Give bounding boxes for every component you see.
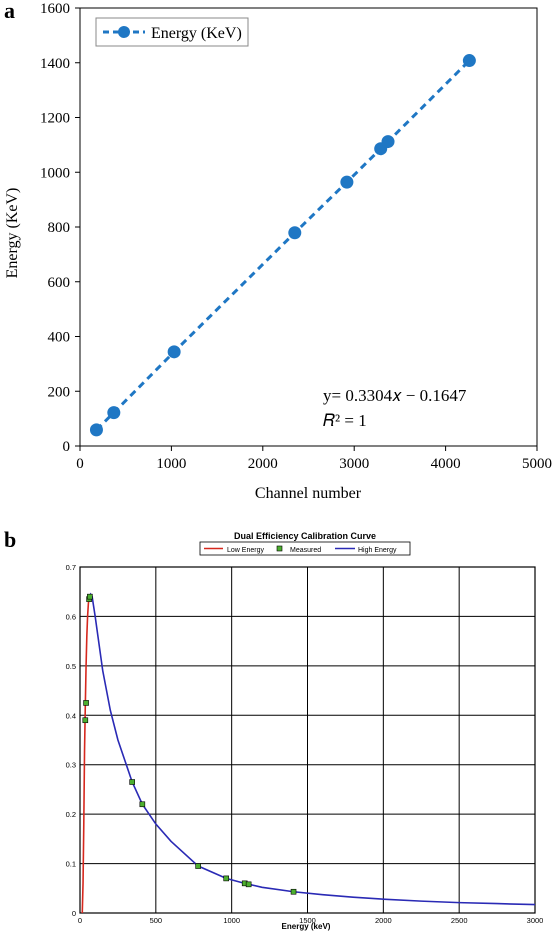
chart-a-data-point — [167, 345, 181, 359]
chart-b-y-tick-label: 0.6 — [66, 612, 76, 621]
chart-b-series — [81, 592, 536, 914]
chart-a-x-tick-label: 4000 — [431, 456, 461, 472]
chart-a-frame — [79, 7, 538, 447]
chart-b-measured-point — [82, 717, 89, 724]
chart-a-x-axis-label: Channel number — [255, 485, 362, 502]
chart-a-y-tick-label: 800 — [48, 220, 71, 236]
chart-b-x-tick-label: 1500 — [299, 916, 316, 925]
chart-b-title: Dual Efficiency Calibration Curve — [234, 531, 376, 541]
chart-b-x-tick-label: 2000 — [375, 916, 392, 925]
chart-a-ticks: 0 1000 2000 3000 4000 5000 0 200 400 600 800 1000 12… — [40, 1, 552, 472]
panel-label-a: a — [4, 0, 15, 23]
chart-b-legend-low-label: Low Energy — [227, 547, 264, 554]
chart-a-y-tick-label: 1400 — [40, 56, 70, 72]
chart-a-y-tick-label: 400 — [48, 330, 71, 346]
chart-a-data-point — [340, 175, 354, 189]
chart-b-y-tick-label: 0.5 — [66, 662, 76, 671]
chart-b-y-tick-label: 0 — [72, 909, 76, 918]
chart-a-y-tick-label: 200 — [48, 384, 71, 400]
chart-a-data-point — [89, 423, 103, 437]
chart-a-axes — [79, 7, 538, 447]
chart-b-legend: Low Energy Measured High Energy — [199, 541, 411, 556]
chart-a-legend-label: Energy (KeV) — [151, 25, 242, 42]
chart-b-measured-point — [223, 875, 230, 882]
chart-a-y-tick-label: 1000 — [40, 165, 70, 181]
chart-b-measured-point — [129, 779, 135, 785]
chart-b-y-tick-label: 0.2 — [66, 810, 76, 819]
chart-a-x-tick-label: 0 — [76, 456, 84, 472]
chart-b-measured-point — [83, 700, 89, 706]
chart-b-measured-point — [195, 863, 201, 869]
chart-b-legend-measured-marker — [276, 545, 283, 552]
chart-b-y-tick-label: 0.7 — [66, 563, 76, 572]
chart-b-measured-point — [245, 881, 252, 888]
chart-b-x-axis-label: Energy (keV) — [282, 922, 331, 931]
chart-b-x-tick-label: 1000 — [223, 916, 240, 925]
chart-b-measured-point — [87, 593, 93, 600]
chart-b-grid — [79, 566, 536, 914]
chart-a-series-line — [95, 59, 471, 431]
chart-a-data-point — [381, 135, 395, 149]
chart-b-x-tick-label: 3000 — [527, 916, 544, 925]
chart-a-x-tick-label: 1000 — [156, 456, 186, 472]
chart-b-x-tick-label: 2500 — [451, 916, 468, 925]
chart-a-data-point — [462, 54, 476, 68]
chart-b-legend-high-label: High Energy — [358, 547, 397, 554]
chart-a-x-tick-label: 5000 — [522, 456, 552, 472]
chart-a-y-axis-label: Energy (KeV) — [4, 188, 21, 279]
chart-a-x-tick-label: 2000 — [248, 456, 278, 472]
chart-b-ticks: 0 500 1000 1500 2000 2500 3000 0 0.1 0.2 0.3 0.4 0.5… — [66, 563, 544, 925]
chart-a-r-squared: 𝑅² = 1 — [323, 411, 367, 430]
chart-b-measured-point — [139, 801, 146, 808]
chart-b-x-tick-label: 0 — [78, 916, 82, 925]
chart-b-low-energy-line — [81, 596, 90, 914]
chart-b-legend-box — [199, 541, 411, 556]
chart-a-legend: Energy (KeV) — [95, 17, 249, 47]
energy-calibration-chart: 0 1000 2000 3000 4000 5000 0 200 400 600 800 1000 12… — [4, 1, 552, 502]
chart-a-y-tick-label: 0 — [63, 439, 71, 455]
efficiency-calibration-chart: Dual Efficiency Calibration Curve Low En… — [66, 531, 544, 931]
chart-b-y-tick-label: 0.3 — [66, 761, 76, 770]
chart-a-data-point — [288, 226, 302, 240]
chart-a-series — [89, 54, 476, 437]
chart-a-y-tick-label: 1200 — [40, 111, 70, 127]
chart-a-legend-marker — [118, 26, 130, 38]
chart-a-y-tick-label: 600 — [48, 275, 71, 291]
panel-label-b: b — [4, 527, 17, 552]
chart-a-x-tick-label: 3000 — [339, 456, 369, 472]
chart-b-frame — [79, 566, 536, 914]
chart-b-x-tick-label: 500 — [150, 916, 163, 925]
chart-a-equation: y= 0.3304𝑥 − 0.1647 — [323, 386, 467, 405]
chart-b-measured-point — [290, 888, 297, 895]
chart-a-legend-box — [95, 17, 249, 47]
chart-b-y-tick-label: 0.4 — [66, 711, 76, 720]
chart-a-y-tick-label: 1600 — [40, 1, 70, 17]
chart-a-data-point — [107, 406, 121, 420]
chart-b-y-tick-label: 0.1 — [66, 860, 76, 869]
chart-b-legend-measured-label: Measured — [290, 547, 321, 554]
